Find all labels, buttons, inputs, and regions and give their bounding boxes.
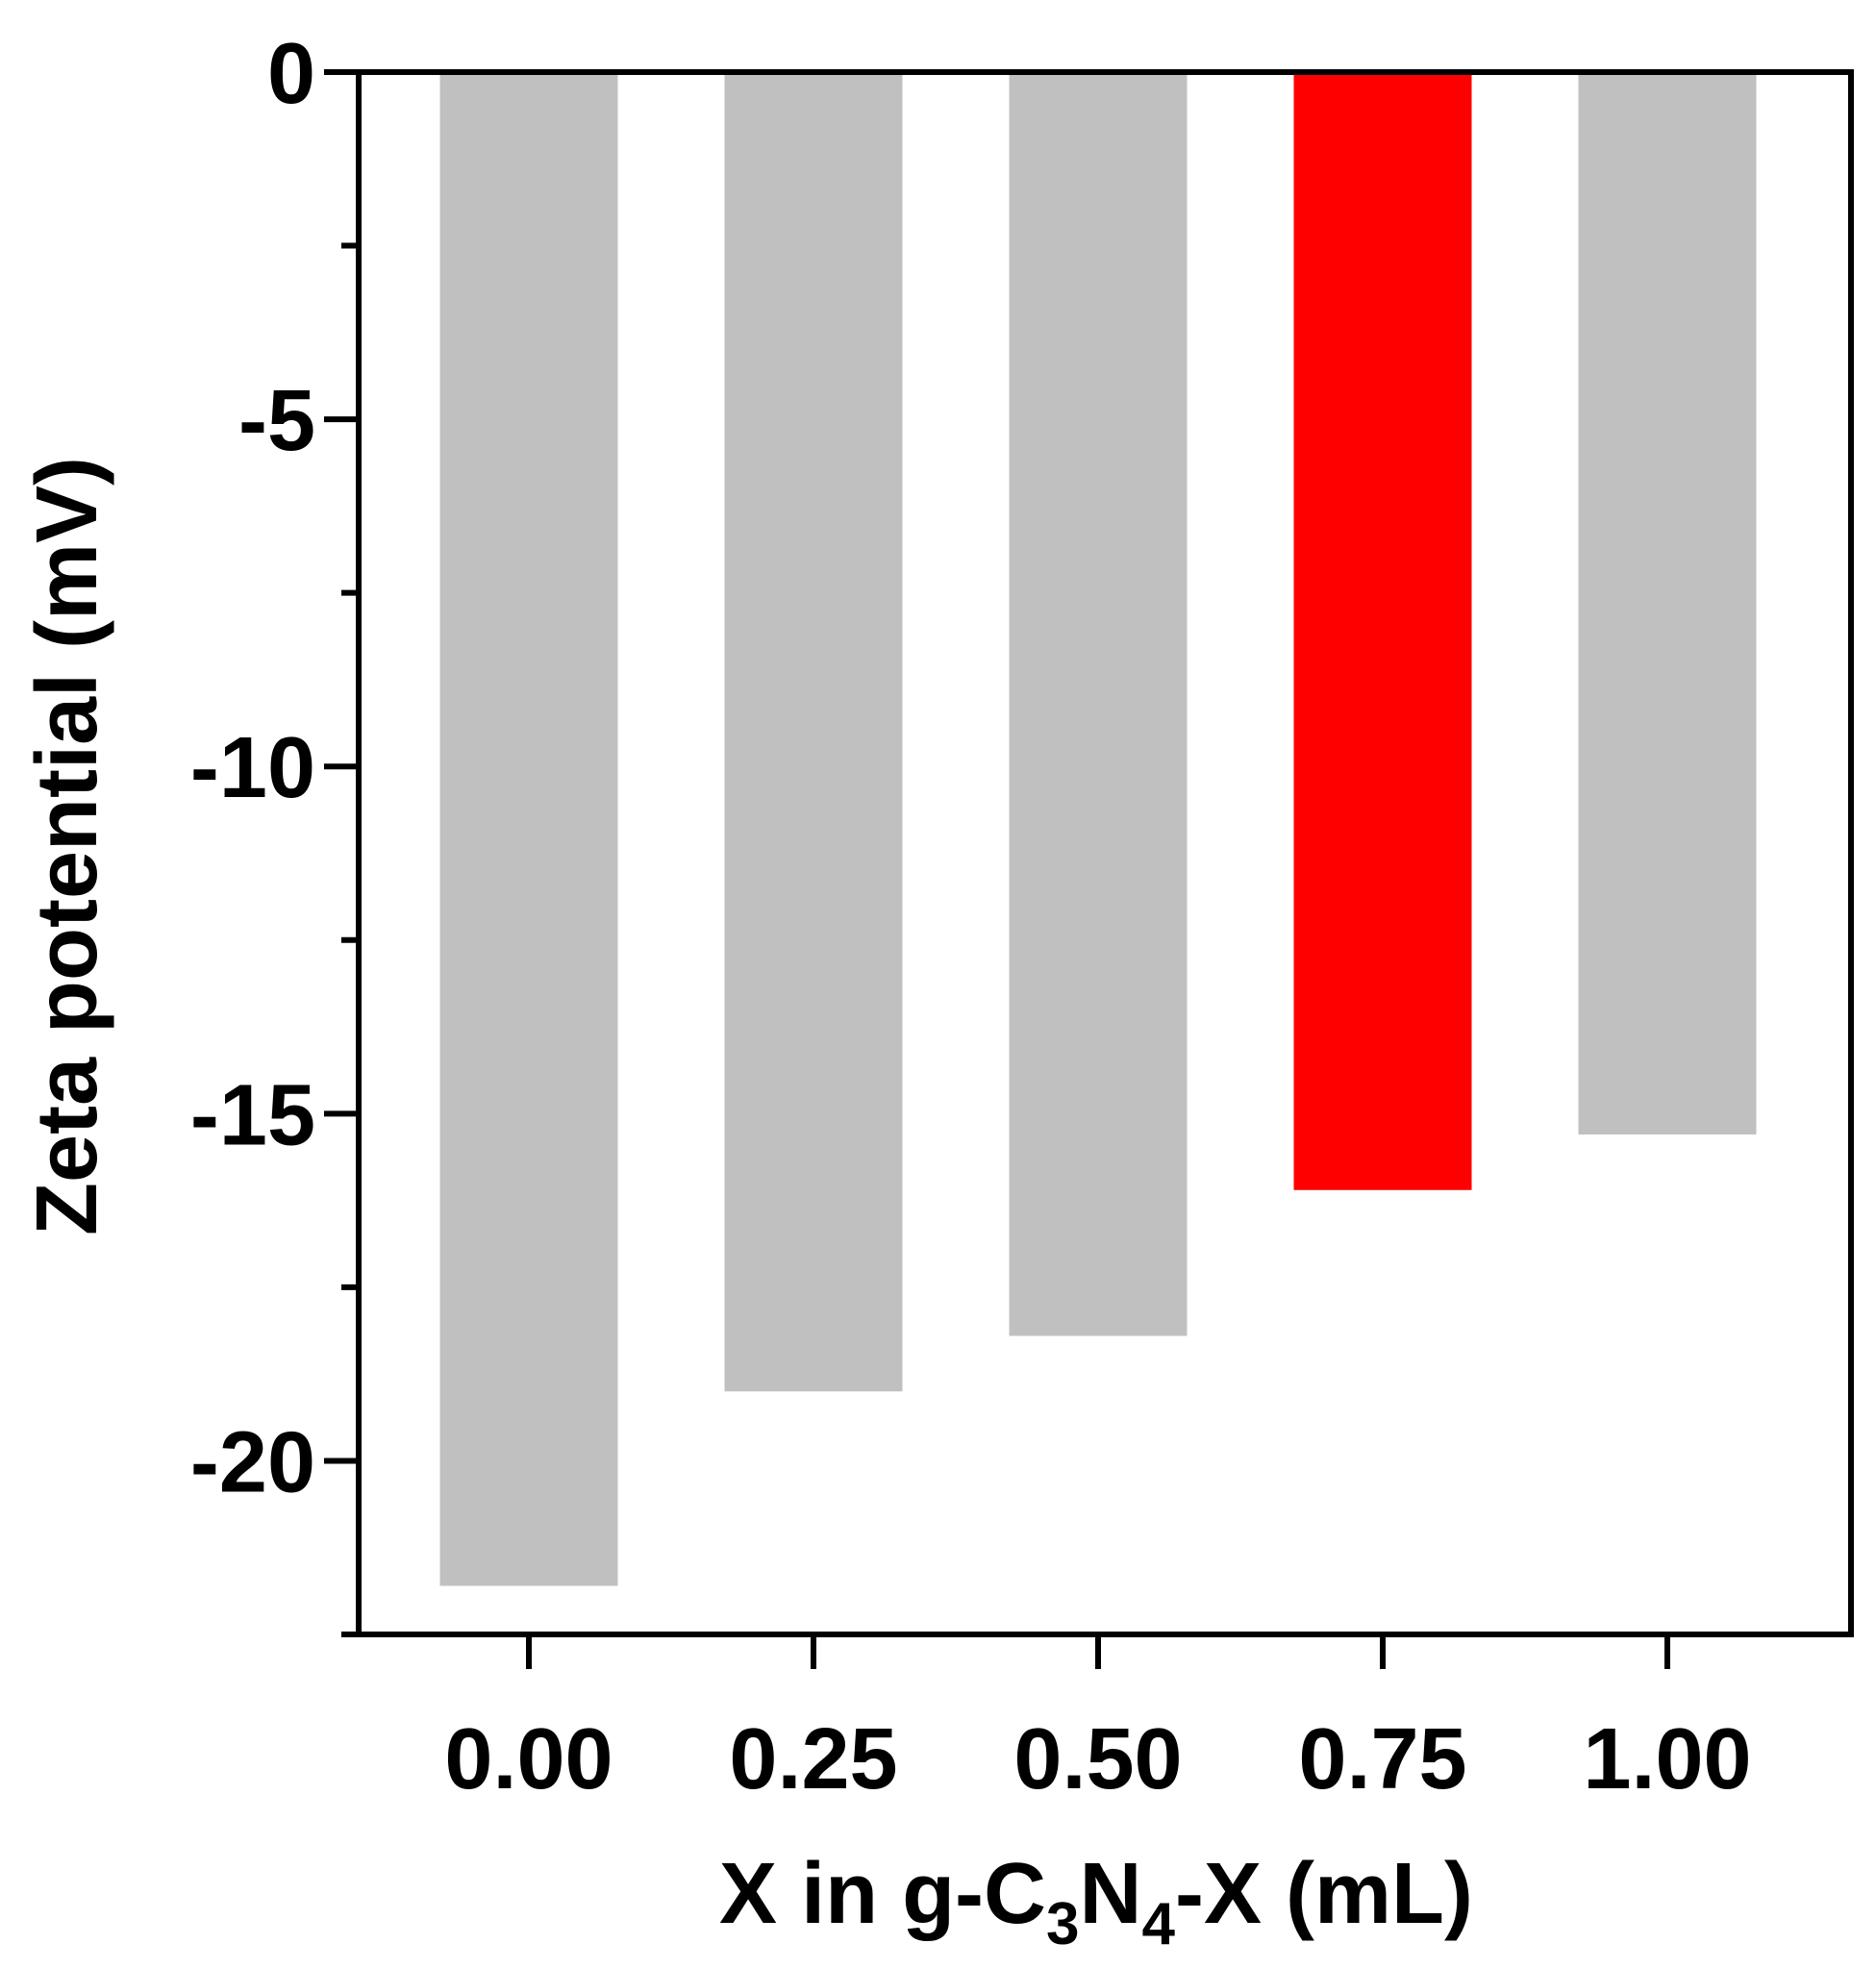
x-axis-title-sub1: 3 (1046, 1891, 1079, 1957)
bar-0.00 (439, 72, 618, 1586)
y-tick-label: -20 (190, 1414, 315, 1510)
x-axis-title: X in g-C3N4-X (mL) (719, 1846, 1473, 1957)
bars-group (439, 72, 1757, 1586)
x-axis-title-sub2: 4 (1142, 1891, 1176, 1957)
x-axis-title-mid: N (1080, 1846, 1142, 1942)
x-tick-label: 0.25 (729, 1711, 897, 1807)
bar-0.75 (1293, 72, 1472, 1190)
x-axis-title-prefix: X in g-C (719, 1846, 1046, 1942)
tick-labels-group: 0 -5 -10 -15 -20 0.00 0.25 0.50 0.75 1.00 (190, 26, 1752, 1807)
x-tick-label: 0.00 (444, 1711, 613, 1807)
x-tick-label: 0.50 (1013, 1711, 1182, 1807)
x-tick-label: 1.00 (1583, 1711, 1751, 1807)
axes-group (356, 69, 1854, 1637)
ticks-group (324, 69, 1670, 1669)
x-tick-label: 0.75 (1298, 1711, 1466, 1807)
x-axis-title-suffix: -X (mL) (1175, 1846, 1473, 1942)
y-tick-label: -5 (238, 373, 315, 469)
y-tick-label: -10 (190, 720, 315, 816)
y-tick-label: -15 (190, 1067, 315, 1163)
bar-1.00 (1578, 72, 1757, 1134)
bar-0.50 (1009, 72, 1188, 1336)
bar-0.25 (724, 72, 903, 1392)
y-tick-label: 0 (267, 26, 315, 122)
y-axis-title: Zeta potential (mV) (19, 457, 115, 1235)
